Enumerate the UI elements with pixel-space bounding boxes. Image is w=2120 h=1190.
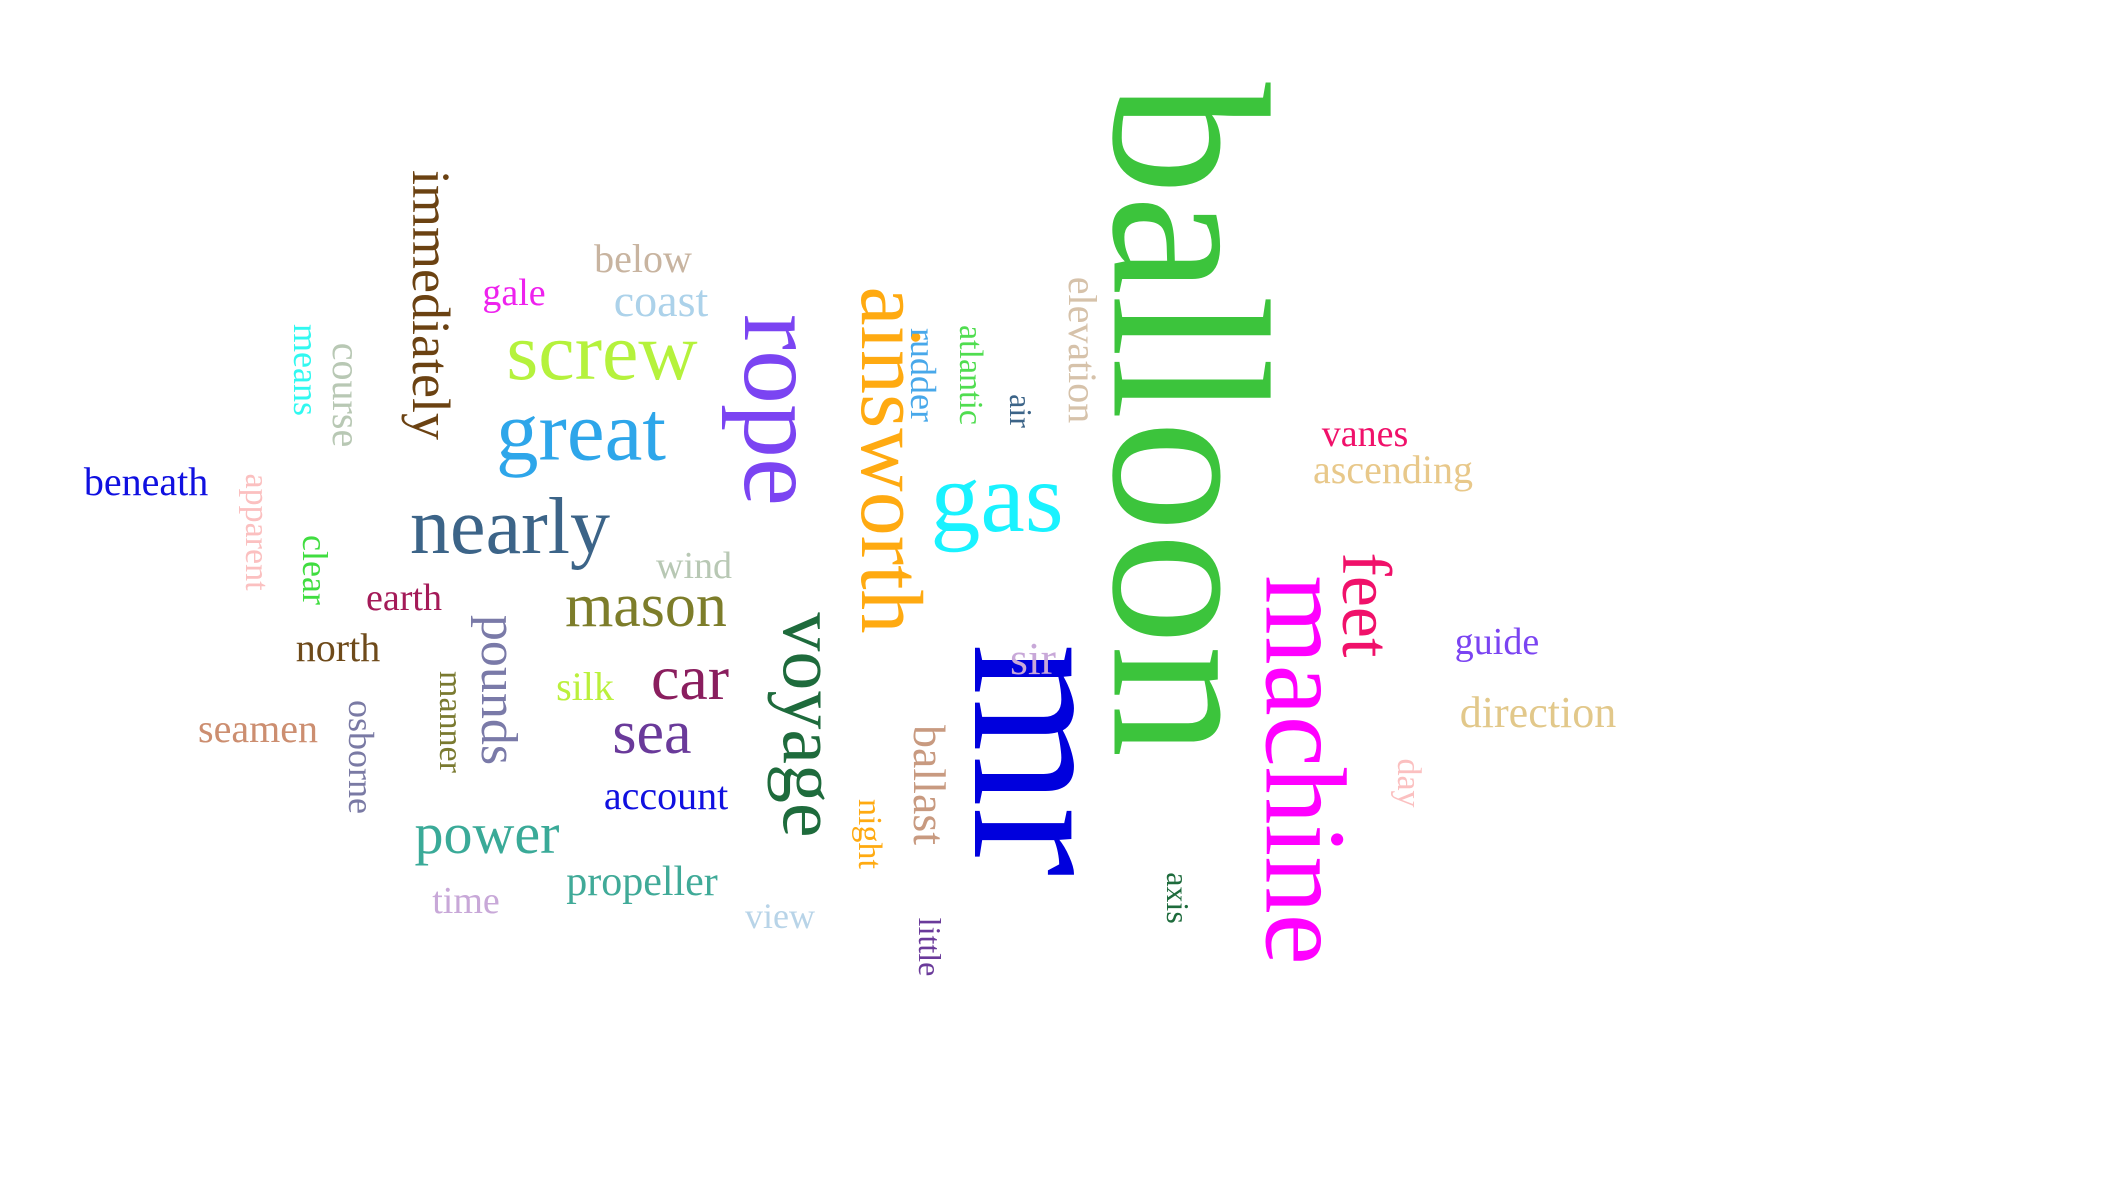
word-feet: feet	[1327, 552, 1404, 658]
word-means: means	[286, 324, 326, 416]
word-axis: axis	[1160, 872, 1196, 924]
word-osborne: osborne	[341, 700, 381, 814]
word-sir: sir	[1010, 633, 1056, 684]
word-propeller: propeller	[566, 859, 718, 905]
word-little: little	[912, 917, 948, 977]
word-ascending: ascending	[1313, 447, 1473, 492]
word-ballast: ballast	[904, 724, 955, 846]
word-car: car	[650, 642, 730, 713]
word-time: time	[432, 880, 500, 922]
word-great: great	[496, 384, 666, 479]
word-power: power	[414, 801, 560, 866]
word-wind: wind	[656, 545, 732, 587]
word-gas: gas	[930, 442, 1064, 553]
word-day: day	[1390, 758, 1427, 808]
word-nearly: nearly	[410, 483, 610, 571]
word-beneath: beneath	[83, 459, 209, 504]
word-screw: screw	[506, 306, 698, 397]
word-silk: silk	[556, 664, 614, 709]
word-rope: rope	[721, 314, 840, 506]
word-sea: sea	[612, 699, 692, 767]
word-night: night	[851, 799, 888, 869]
word-seamen: seamen	[198, 706, 318, 751]
word-north: north	[295, 625, 381, 670]
word-manner: manner	[432, 671, 469, 773]
word-atlantic: atlantic	[952, 324, 989, 426]
word-pounds: pounds	[470, 614, 527, 766]
word-mason: mason	[565, 572, 727, 640]
word-guide: guide	[1454, 621, 1540, 663]
word-account: account	[603, 773, 729, 818]
word-course: course	[324, 342, 369, 448]
word-view: view	[745, 896, 815, 936]
word-earth: earth	[366, 577, 442, 619]
word-clear: clear	[295, 535, 335, 605]
word-direction: direction	[1459, 688, 1617, 737]
word-gale: gale	[482, 272, 546, 314]
word-immediately: immediately	[401, 170, 461, 440]
word-vanes: vanes	[1321, 413, 1409, 455]
word-apparent: apparent	[238, 473, 275, 591]
word-coast: coast	[613, 275, 709, 326]
word-rudder: rudder	[903, 328, 943, 422]
word-voyage: voyage	[767, 612, 854, 838]
word-elevation: elevation	[1060, 276, 1105, 424]
word-below: below	[594, 236, 692, 281]
word-air: air	[1003, 394, 1039, 428]
